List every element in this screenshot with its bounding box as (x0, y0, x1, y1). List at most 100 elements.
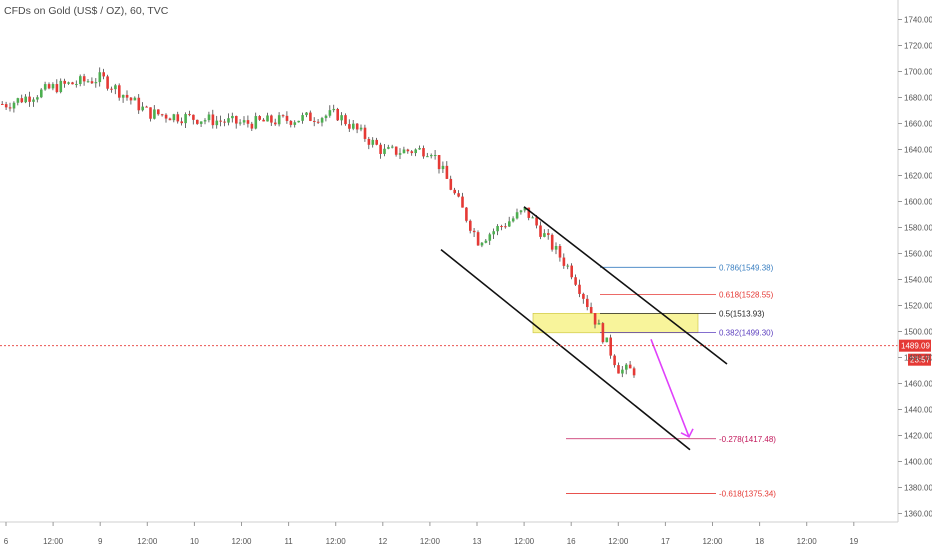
candle-body (316, 121, 320, 123)
fib-label: 0.786(1549.38) (719, 263, 774, 272)
x-tick-label: 12:00 (231, 537, 252, 546)
candle-body (406, 149, 410, 152)
candle-body (114, 85, 117, 90)
candle-body (613, 355, 616, 366)
candle-body (515, 212, 519, 219)
y-tick-label: 1720.00 (904, 42, 932, 51)
candle-body (332, 108, 336, 111)
candle-body (519, 210, 523, 213)
candle-body (262, 119, 265, 122)
x-tick-label: 12:00 (43, 537, 64, 546)
candle-body (149, 107, 152, 119)
candle-body (180, 121, 183, 124)
projection-layer (650, 339, 694, 438)
candle-body (55, 84, 59, 93)
candle-body (8, 107, 12, 109)
candle-body (562, 257, 566, 266)
candle-body (570, 265, 573, 278)
y-tick-label: 1700.00 (904, 68, 932, 77)
x-tick-label: 6 (4, 537, 9, 546)
candle-body (43, 84, 47, 90)
current-price-label: 1489.09 (901, 342, 930, 351)
candle-body (402, 149, 406, 154)
candle-body (340, 115, 343, 121)
candle-body (597, 323, 601, 325)
candle-body (352, 123, 355, 129)
candle-body (488, 234, 492, 241)
candle-body (79, 76, 82, 84)
candle-body (383, 148, 386, 154)
candle-body (266, 115, 269, 122)
candle-body (625, 364, 628, 370)
candle-body (168, 118, 172, 121)
y-tick-label: 1460.00 (904, 380, 932, 389)
candle-body (301, 115, 304, 121)
candle-body (394, 146, 398, 155)
candle-body (589, 307, 593, 314)
candle-body (320, 118, 324, 123)
candle-body (617, 365, 620, 374)
channel-layer (440, 206, 728, 451)
y-tick-label: 1560.00 (904, 250, 932, 259)
candle-body (348, 124, 351, 129)
projection-arrow-head (680, 428, 694, 438)
y-tick-label: 1480.00 (904, 354, 932, 363)
candle-body (336, 108, 339, 121)
channel-upper-line (523, 206, 728, 365)
candle-body (270, 115, 273, 123)
candle-body (437, 155, 441, 170)
candle-body (293, 122, 297, 125)
candle-body (523, 207, 527, 211)
candle-body (36, 97, 39, 100)
candle-body (476, 232, 480, 246)
candle-body (223, 121, 226, 123)
y-tick-label: 1420.00 (904, 432, 932, 441)
candle-body (297, 120, 300, 123)
candle-body (102, 72, 105, 77)
candle-body (344, 115, 347, 125)
candle-body (157, 109, 160, 115)
candle-body (75, 83, 78, 85)
y-tick-label: 1660.00 (904, 120, 932, 129)
candle-body (227, 118, 230, 123)
candle-body (355, 123, 359, 130)
candle-body (215, 120, 219, 126)
candle-body (32, 99, 35, 102)
candle-body (305, 112, 308, 116)
candle-body (496, 226, 499, 232)
y-tick-label: 1440.00 (904, 406, 932, 415)
candle-body (449, 178, 453, 190)
candle-body (441, 165, 445, 170)
candle-body (281, 115, 285, 117)
candle-body (94, 82, 98, 84)
candle-body (422, 148, 425, 157)
candle-body (133, 97, 137, 101)
y-tick-label: 1520.00 (904, 302, 932, 311)
candle-body (16, 98, 20, 103)
candle-body (492, 231, 495, 235)
candle-body (196, 119, 199, 124)
candle-body (391, 146, 394, 148)
x-tick-label: 10 (190, 537, 199, 546)
candle-body (313, 120, 316, 122)
candle-body (250, 123, 254, 129)
candle-body (609, 337, 612, 356)
y-tick-label: 1580.00 (904, 224, 932, 233)
candle-body (121, 94, 125, 98)
chart-title: CFDs on Gold (US$ / OZ), 60, TVC (4, 5, 169, 17)
candle-body (480, 242, 484, 246)
y-tick-label: 1600.00 (904, 198, 932, 207)
candle-body (106, 76, 109, 89)
candle-body (47, 84, 51, 89)
candle-body (219, 120, 222, 122)
x-tick-label: 12:00 (608, 537, 629, 546)
candle-body (328, 110, 332, 116)
candles-layer (1, 67, 636, 378)
candle-body (586, 298, 589, 308)
x-tick-label: 12:00 (514, 537, 535, 546)
fib-levels-layer: 0.786(1549.38) 0.618(1528.55) 0.5(1513.93)… (566, 263, 776, 499)
candle-body (258, 116, 261, 120)
candle-body (285, 115, 289, 121)
candle-body (153, 109, 156, 119)
